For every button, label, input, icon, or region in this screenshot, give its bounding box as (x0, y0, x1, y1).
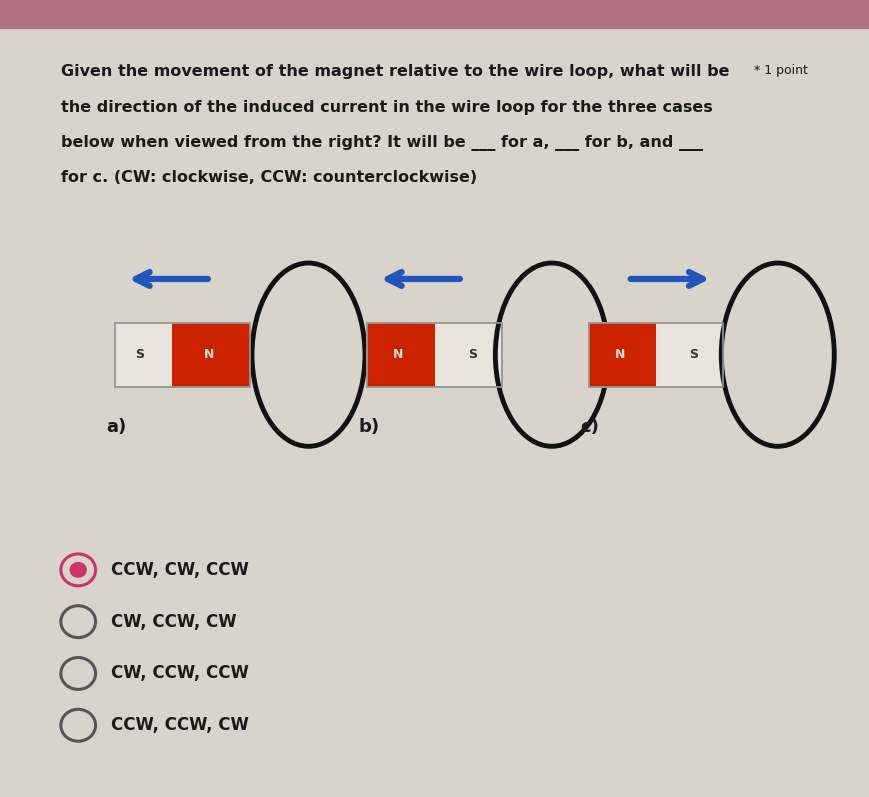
Circle shape (70, 562, 87, 578)
Text: S: S (135, 348, 144, 361)
Bar (115, 323, 250, 387)
Text: CCW, CCW, CW: CCW, CCW, CW (111, 717, 249, 734)
Bar (367, 323, 434, 387)
Text: * 1 point: * 1 point (754, 64, 808, 77)
Text: a): a) (107, 418, 127, 437)
Text: the direction of the induced current in the wire loop for the three cases: the direction of the induced current in … (61, 100, 713, 115)
Text: CW, CCW, CCW: CW, CCW, CCW (111, 665, 249, 682)
Bar (367, 323, 502, 387)
Text: b): b) (358, 418, 380, 437)
Bar (0, 0, 869, 28)
Text: N: N (393, 348, 403, 361)
Text: for c. (CW: clockwise, CCW: counterclockwise): for c. (CW: clockwise, CCW: counterclock… (61, 170, 477, 185)
Text: CW, CCW, CW: CW, CCW, CW (111, 613, 237, 630)
Bar (589, 323, 656, 387)
Text: S: S (689, 348, 699, 361)
Bar (589, 323, 723, 387)
Text: Given the movement of the magnet relative to the wire loop, what will be: Given the movement of the magnet relativ… (61, 64, 729, 79)
Text: N: N (204, 348, 215, 361)
Bar (589, 323, 723, 387)
Bar (172, 323, 250, 387)
Bar (367, 323, 502, 387)
Text: CCW, CW, CCW: CCW, CW, CCW (111, 561, 249, 579)
Text: c): c) (580, 418, 599, 437)
Text: below when viewed from the right? It will be ___ for a, ___ for b, and ___: below when viewed from the right? It wil… (61, 135, 703, 151)
Text: S: S (468, 348, 477, 361)
Text: N: N (614, 348, 625, 361)
Bar (115, 323, 250, 387)
